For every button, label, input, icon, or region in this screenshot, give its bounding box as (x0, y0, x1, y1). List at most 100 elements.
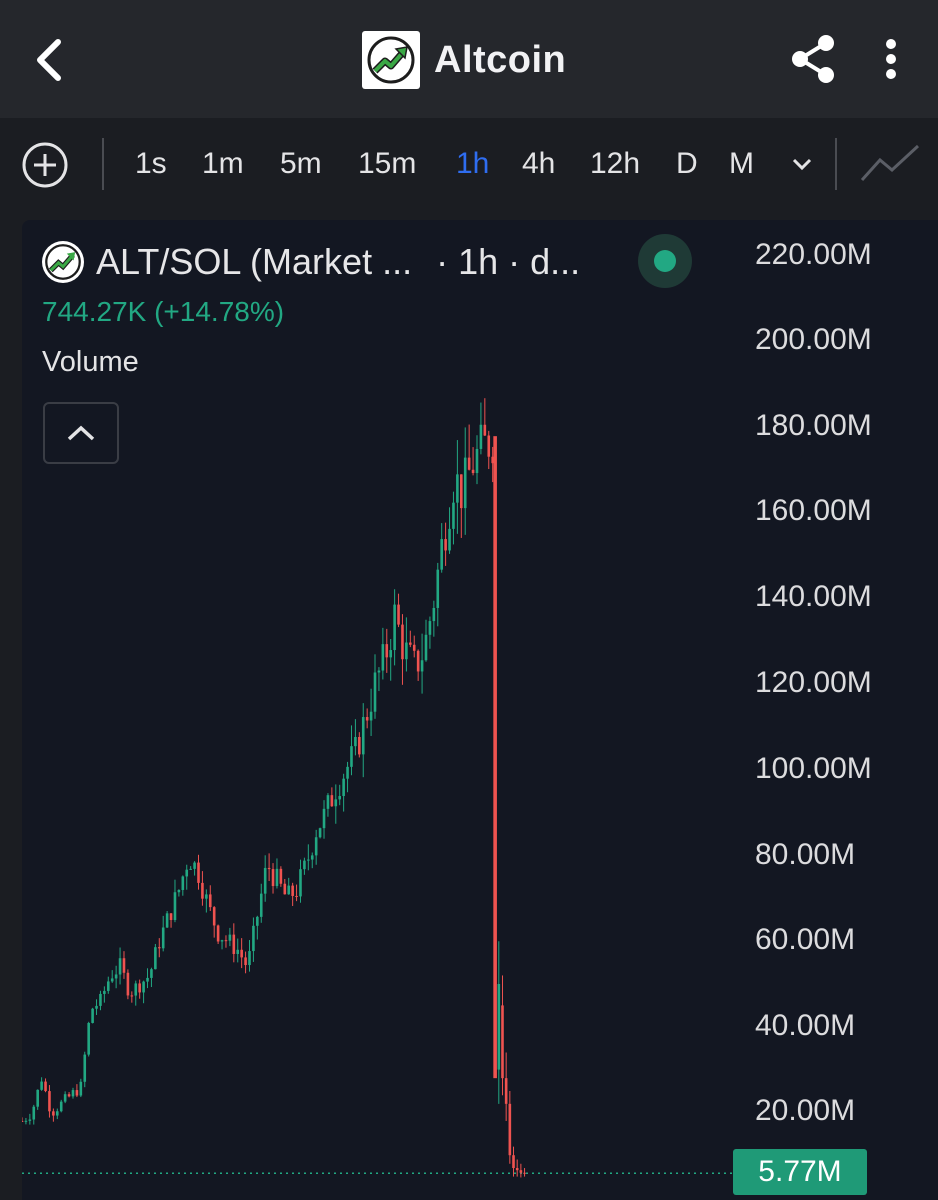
app-title-group: Altcoin (362, 30, 566, 90)
candle (106, 981, 110, 991)
back-button[interactable] (22, 30, 78, 90)
candle (126, 972, 130, 996)
candle (393, 604, 396, 651)
last-price-label: 5.77M (733, 1149, 867, 1195)
y-tick: 220.00M (755, 238, 872, 271)
timeframe-5m[interactable]: 5m (280, 147, 322, 180)
candle (330, 795, 334, 807)
candle (205, 894, 208, 899)
back-arrow-icon (37, 39, 61, 81)
timeframe-M[interactable]: M (729, 147, 754, 180)
candle (161, 927, 165, 949)
share-button[interactable] (784, 30, 842, 88)
candle (475, 448, 479, 474)
candle (350, 746, 353, 767)
candle (467, 457, 471, 470)
symbol-name[interactable]: ALT/SOL (Market ... (96, 241, 413, 282)
candle (452, 502, 455, 529)
top-bar: Altcoin (0, 0, 938, 118)
candle (142, 981, 145, 993)
candle (334, 799, 338, 807)
candle (515, 1168, 519, 1171)
candle (460, 474, 463, 509)
candle (409, 642, 412, 645)
volume-indicator-label[interactable]: Volume (42, 346, 139, 378)
candle (95, 1005, 98, 1009)
timeframe-1m[interactable]: 1m (202, 147, 244, 180)
candle (271, 869, 275, 887)
more-timeframes-button[interactable] (786, 144, 818, 184)
candle (28, 1119, 32, 1121)
candle (220, 940, 224, 942)
candle (208, 894, 212, 908)
candle (36, 1089, 39, 1107)
y-tick: 100.00M (755, 752, 872, 785)
chevron-down-icon (792, 158, 812, 171)
candle (318, 828, 322, 838)
candle (493, 436, 497, 1079)
candle (63, 1094, 67, 1102)
candle (295, 895, 298, 897)
candle (338, 796, 342, 800)
candle (181, 876, 185, 890)
candle (79, 1081, 83, 1096)
candle (189, 868, 192, 870)
candle (326, 795, 330, 809)
candle (59, 1101, 63, 1112)
candle (432, 607, 436, 622)
candle (150, 969, 153, 978)
toolbar-divider (102, 138, 104, 190)
candle (291, 885, 294, 896)
candle (275, 868, 279, 887)
timeframe-1h[interactable]: 1h (456, 147, 490, 180)
candle (405, 642, 408, 660)
candle (263, 867, 267, 894)
y-tick: 160.00M (755, 494, 872, 527)
chart-panel[interactable]: ALT/SOL (Market ... · 1h · d... 744.27K … (22, 220, 938, 1200)
candle (504, 1078, 508, 1104)
candle (310, 855, 314, 860)
timeframe-1s[interactable]: 1s (135, 147, 167, 180)
candle (44, 1081, 47, 1092)
collapse-legend-button[interactable] (43, 402, 119, 464)
candle (416, 650, 420, 672)
more-options-button[interactable] (866, 30, 916, 88)
candle (22, 1120, 24, 1122)
candle (114, 974, 118, 979)
candle (479, 424, 483, 449)
candle (244, 957, 247, 966)
candle (381, 644, 385, 671)
candle (40, 1081, 43, 1090)
candle (248, 951, 251, 966)
more-vertical-icon (886, 39, 896, 79)
candle (420, 660, 424, 672)
candle (373, 672, 377, 712)
y-tick: 60.00M (755, 923, 856, 956)
logo-trend-icon (362, 31, 420, 89)
chart-legend: ALT/SOL (Market ... · 1h · d... (42, 240, 580, 284)
candle (48, 1091, 51, 1112)
candle (428, 621, 432, 635)
candle (497, 984, 501, 1070)
candle (307, 859, 310, 861)
candle (385, 644, 389, 658)
add-indicator-button[interactable] (20, 140, 70, 190)
chart-type-button[interactable] (858, 142, 922, 186)
candle (397, 604, 400, 625)
candle (99, 993, 102, 1006)
timeframe-D[interactable]: D (676, 147, 698, 180)
candle (110, 978, 114, 982)
price-chart[interactable] (22, 220, 938, 1200)
candle (122, 958, 126, 973)
candle (154, 947, 157, 970)
candle (197, 862, 200, 883)
market-status-indicator[interactable] (638, 234, 692, 288)
candle (193, 862, 196, 869)
candle (52, 1111, 55, 1116)
timeframe-12h[interactable]: 12h (590, 147, 641, 180)
timeframe-4h[interactable]: 4h (522, 147, 556, 180)
candle (212, 907, 216, 926)
candle (216, 925, 220, 942)
candle (322, 808, 326, 829)
timeframe-15m[interactable]: 15m (358, 147, 417, 180)
